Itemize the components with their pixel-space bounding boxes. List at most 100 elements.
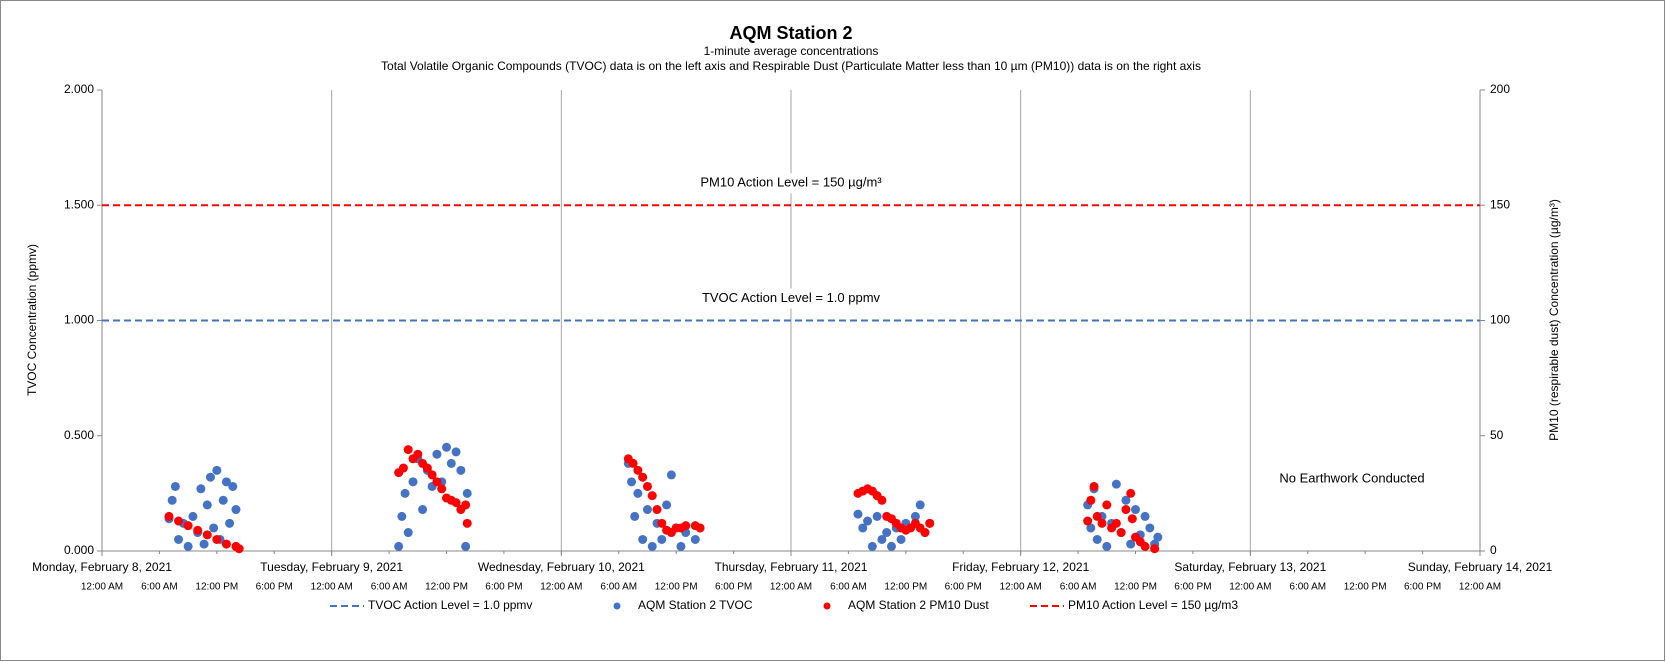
y-axis-label: TVOC Concentration (ppmv) (25, 244, 39, 396)
legend-label: TVOC Action Level = 1.0 ppmv (368, 598, 532, 612)
point (202, 530, 212, 540)
x-minor-tick-label: 12:00 AM (81, 582, 123, 593)
point (174, 516, 184, 526)
x-minor-tick-label: 6:00 AM (830, 582, 867, 593)
point (456, 465, 466, 475)
point (400, 488, 410, 498)
annotation-bg (641, 173, 941, 194)
point (418, 505, 428, 515)
chart-subtitle: Total Volatile Organic Compounds (TVOC) … (381, 59, 1201, 73)
chart-title: AQM Station 2 (729, 23, 852, 43)
point (867, 541, 877, 551)
point (853, 509, 863, 519)
x-minor-tick-label: 12:00 AM (1459, 582, 1501, 593)
point (413, 449, 423, 459)
point (1145, 523, 1155, 533)
point (657, 534, 667, 544)
y-tick-label: 2.000 (64, 82, 94, 96)
annotation: TVOC Action Level = 1.0 ppmv (702, 290, 881, 305)
x-minor-tick-label: 6:00 PM (256, 582, 293, 593)
point (403, 445, 413, 455)
point (695, 523, 705, 533)
point (231, 505, 241, 515)
point (633, 465, 643, 475)
point (228, 481, 238, 491)
y2-tick-label: 150 (1490, 197, 1510, 211)
point (234, 544, 244, 554)
x-minor-tick-label: 12:00 PM (1114, 582, 1157, 593)
point (205, 472, 215, 482)
x-minor-tick-label: 12:00 PM (884, 582, 927, 593)
point (886, 541, 896, 551)
x-tick-label: Monday, February 8, 2021 (32, 560, 172, 574)
point (925, 518, 935, 528)
x-minor-tick-label: 12:00 AM (1229, 582, 1271, 593)
annotation-bg (641, 288, 941, 309)
point (920, 528, 930, 538)
point (1111, 479, 1121, 489)
x-minor-tick-label: 12:00 AM (540, 582, 582, 593)
point (164, 511, 174, 521)
x-tick-label: Friday, February 12, 2021 (952, 560, 1090, 574)
y-tick-label: 0.500 (64, 428, 94, 442)
annotation: PM10 Action Level = 150 µg/m³ (700, 175, 882, 190)
point (1092, 534, 1102, 544)
x-tick-label: Tuesday, February 9, 2021 (260, 560, 403, 574)
point (199, 539, 209, 549)
point (209, 523, 219, 533)
point (462, 488, 472, 498)
point (666, 470, 676, 480)
point (1126, 539, 1136, 549)
point (676, 541, 686, 551)
point (1121, 495, 1131, 505)
point (628, 458, 638, 468)
point (167, 495, 177, 505)
point (196, 484, 206, 494)
legend-label: AQM Station 2 TVOC (638, 598, 753, 612)
point (633, 488, 643, 498)
point (408, 477, 418, 487)
point (877, 534, 887, 544)
point (170, 481, 180, 491)
point (647, 491, 657, 501)
point (451, 498, 461, 508)
x-tick-label: Wednesday, February 10, 2021 (478, 560, 645, 574)
point (202, 500, 212, 510)
x-minor-tick-label: 12:00 PM (1344, 582, 1387, 593)
point (915, 500, 925, 510)
annotation: No Earthwork Conducted (1279, 470, 1424, 485)
point (662, 500, 672, 510)
point (910, 511, 920, 521)
point (1140, 511, 1150, 521)
point (647, 541, 657, 551)
x-minor-tick-label: 6:00 AM (1060, 582, 1097, 593)
point (1083, 516, 1093, 526)
point (638, 534, 648, 544)
x-minor-tick-label: 6:00 AM (141, 582, 178, 593)
x-tick-label: Saturday, February 13, 2021 (1174, 560, 1326, 574)
point (1086, 523, 1096, 533)
point (638, 472, 648, 482)
point (1089, 481, 1099, 491)
point (461, 500, 471, 510)
point (877, 495, 887, 505)
point (394, 541, 404, 551)
x-tick-label: Thursday, February 11, 2021 (715, 560, 868, 574)
point (690, 534, 700, 544)
x-tick-label: Sunday, February 14, 2021 (1408, 560, 1553, 574)
point (1121, 505, 1131, 515)
x-minor-tick-label: 12:00 AM (1000, 582, 1042, 593)
x-minor-tick-label: 12:00 AM (311, 582, 353, 593)
point (432, 477, 442, 487)
point (403, 528, 413, 538)
point (437, 484, 447, 494)
x-minor-tick-label: 12:00 PM (425, 582, 468, 593)
legend-label: PM10 Action Level = 150 µg/m3 (1068, 598, 1238, 612)
x-minor-tick-label: 12:00 AM (770, 582, 812, 593)
point (1140, 541, 1150, 551)
point (1116, 528, 1126, 538)
point (1102, 500, 1112, 510)
y2-tick-label: 0 (1490, 543, 1497, 557)
point (442, 442, 451, 452)
